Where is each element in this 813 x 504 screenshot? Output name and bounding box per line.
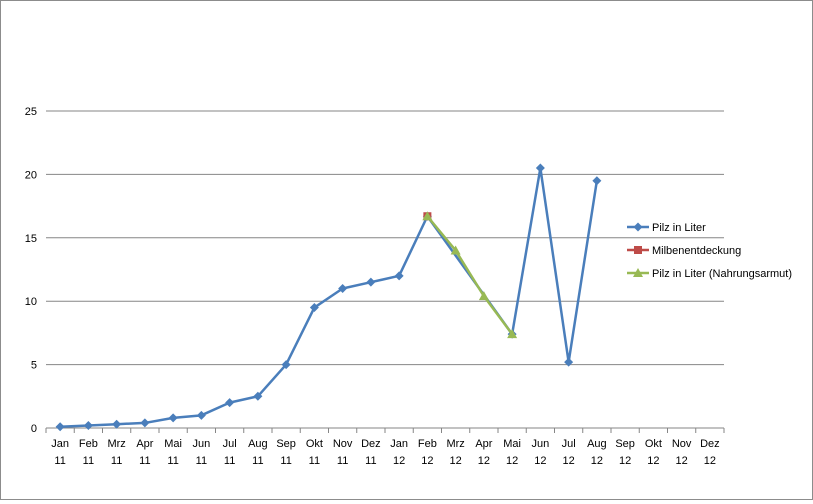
x-tick-label: Jun 12 <box>532 438 550 467</box>
x-tick-label: Aug 11 <box>248 438 268 467</box>
data-point <box>83 420 93 430</box>
legend-label: Pilz in Liter <box>652 222 706 234</box>
x-tick-label: Jan 11 <box>51 438 69 467</box>
data-point <box>112 419 122 429</box>
x-tick-label: Jan 12 <box>390 438 408 467</box>
data-point <box>535 163 545 173</box>
data-point <box>196 410 206 420</box>
x-tick-label: Dez 12 <box>700 438 720 467</box>
data-point <box>450 245 461 255</box>
x-tick-label: Nov 12 <box>672 438 692 467</box>
x-tick-label: Dez 11 <box>361 438 381 467</box>
x-tick-label: Feb 12 <box>418 438 437 467</box>
data-point <box>338 284 348 294</box>
data-point <box>253 391 263 401</box>
series-2 <box>422 211 518 339</box>
y-tick-label: 10 <box>25 296 37 308</box>
y-tick-label: 5 <box>31 360 37 372</box>
series-line <box>60 166 599 428</box>
x-tick-label: Apr 12 <box>475 438 492 467</box>
y-axis-ticks: 0 5 10 15 20 25 <box>25 106 37 435</box>
gridlines <box>46 110 724 429</box>
data-point <box>309 303 319 313</box>
data-point <box>55 422 65 432</box>
data-point <box>168 413 178 423</box>
y-tick-label: 15 <box>25 233 37 245</box>
data-point <box>366 277 376 287</box>
legend-label: Pilz in Liter (Nahrungsarmut) <box>652 268 792 280</box>
data-point <box>564 357 574 367</box>
data-point <box>225 398 235 408</box>
x-tick-label: Jun 11 <box>193 438 211 467</box>
x-tick-label: Sep 11 <box>276 438 296 467</box>
x-tick-label: Mai 12 <box>503 438 521 467</box>
y-tick-label: 0 <box>31 423 37 435</box>
legend-label: Milbenentdeckung <box>652 245 741 257</box>
x-tick-label: Mai 11 <box>164 438 182 467</box>
data-point <box>592 176 602 186</box>
x-tick-label: Jul 12 <box>562 438 576 467</box>
x-tick-label: Aug 12 <box>587 438 607 467</box>
data-point <box>507 329 518 339</box>
data-point <box>478 291 489 301</box>
x-tick-label: Feb 11 <box>79 438 98 467</box>
series-layer <box>55 163 602 432</box>
x-tick-label: Mrz 12 <box>446 438 464 467</box>
legend-marker <box>634 246 642 254</box>
y-tick-label: 20 <box>25 169 37 181</box>
data-point <box>394 271 404 281</box>
y-tick-label: 25 <box>25 106 37 118</box>
x-tick-label: Sep 12 <box>615 438 635 467</box>
data-point <box>140 418 150 428</box>
x-tick-label: Apr 11 <box>136 438 153 467</box>
data-point <box>422 211 433 221</box>
x-tick-label: Mrz 11 <box>107 438 125 467</box>
x-tick-label: Okt 12 <box>645 438 662 467</box>
legend: Pilz in Liter Milbenentdeckung Pilz in Lit… <box>627 222 792 280</box>
x-tick-label: Okt 11 <box>306 438 323 467</box>
x-axis: Jan 11 Feb 11 Mrz 11 Apr 11 Mai 11 Jun 11 Jul 11 Aug 11… <box>45 428 725 467</box>
series-line <box>426 215 514 335</box>
x-tick-label: Jul 11 <box>223 438 237 467</box>
data-point <box>281 360 291 370</box>
series-0 <box>55 163 602 432</box>
legend-marker <box>633 268 643 277</box>
legend-marker <box>633 222 643 232</box>
x-tick-label: Nov 11 <box>333 438 353 467</box>
